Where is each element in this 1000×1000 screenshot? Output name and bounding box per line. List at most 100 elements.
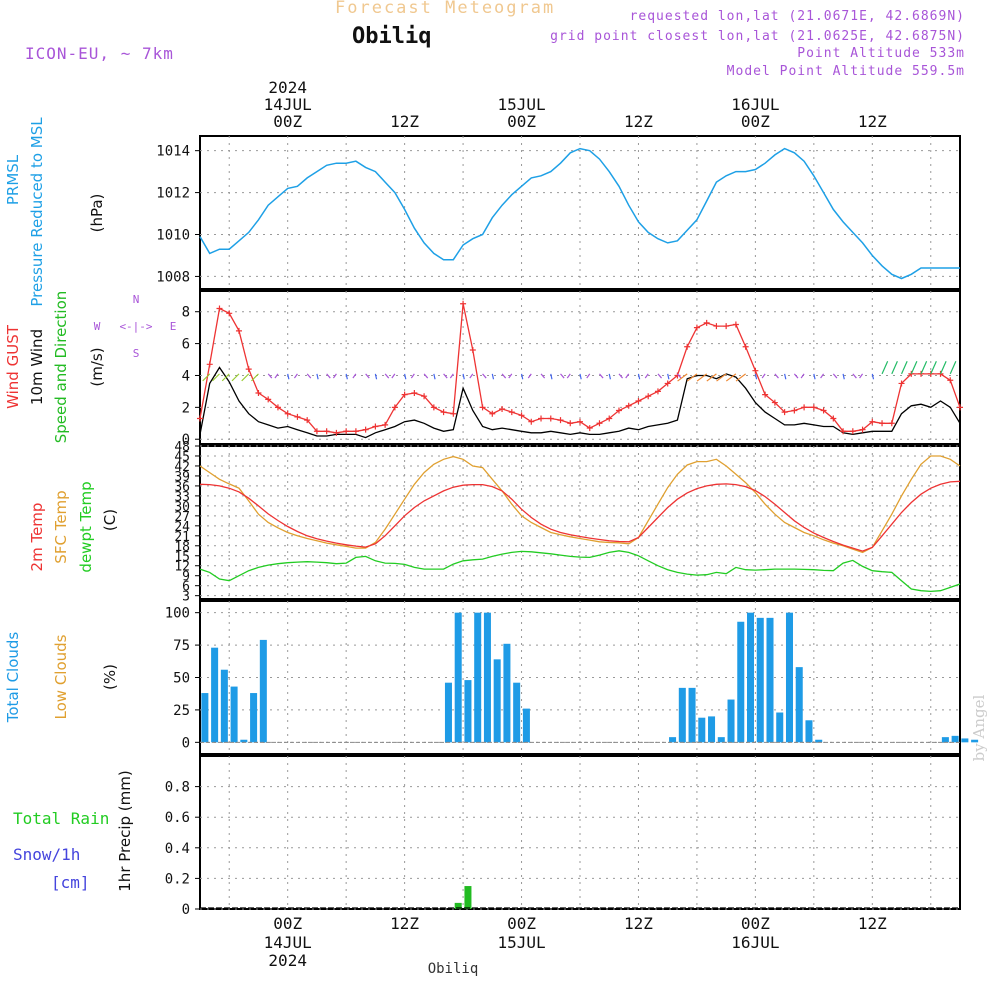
cloud-bar xyxy=(785,612,793,743)
top-hour-label: 12Z xyxy=(858,112,887,131)
bottom-hour-label: 12Z xyxy=(390,914,419,933)
cloud-bar xyxy=(951,735,959,743)
gust-marker xyxy=(791,407,798,414)
ytick-label-clouds: 25 xyxy=(173,703,190,719)
wind-direction-arrow xyxy=(316,373,319,380)
wind-label-10m: 10m Wind xyxy=(28,329,46,405)
gust-marker xyxy=(352,428,359,435)
cloud-bar xyxy=(250,693,258,743)
gust-marker xyxy=(528,418,535,425)
point-altitude: Point Altitude 533m xyxy=(797,46,965,61)
cloud-bar xyxy=(961,738,969,743)
wind-direction-arrow xyxy=(813,373,816,380)
temp-label-2m: 2m Temp xyxy=(28,503,46,572)
wind-direction-arrow xyxy=(212,373,220,382)
cloud-bar xyxy=(708,716,716,743)
gust-marker xyxy=(957,404,963,411)
gust-marker xyxy=(703,319,710,326)
wind-direction-arrow xyxy=(832,373,838,379)
cloud-bar xyxy=(211,647,219,743)
wind-direction-arrow xyxy=(920,361,928,375)
gust-marker xyxy=(586,425,593,432)
pressure-label-prmsl: PRMSL xyxy=(4,154,22,205)
gust-marker xyxy=(654,388,661,395)
rain-bar xyxy=(454,902,462,909)
top-hour-label: 00Z xyxy=(741,112,770,131)
cloud-bar xyxy=(230,686,238,743)
cloud-label-low: Low Clouds xyxy=(52,634,70,719)
wind-direction-arrow xyxy=(625,373,630,379)
wind-label-direction: Speed and Direction xyxy=(52,291,70,444)
wind-direction-arrow xyxy=(930,361,937,375)
top-hour-label: 12Z xyxy=(390,112,419,131)
gust-marker xyxy=(577,418,583,425)
compass-n: N xyxy=(133,293,140,306)
gust-marker xyxy=(372,423,379,430)
bottom-date-label: 15JUL xyxy=(497,933,545,952)
wind-direction-arrow xyxy=(859,373,864,379)
wind-direction-arrow xyxy=(881,361,889,375)
ytick-label-pressure: 1008 xyxy=(156,269,190,285)
wind-direction-arrow xyxy=(676,373,682,379)
ytick-label-temperature: 36 xyxy=(174,480,190,495)
gust-marker xyxy=(547,415,554,422)
model-altitude: Model Point Altitude 559.5m xyxy=(726,64,965,79)
gust-marker xyxy=(625,402,632,409)
wind-direction-arrow xyxy=(637,373,641,380)
ytick-label-temperature: 24 xyxy=(174,520,190,535)
gust-marker xyxy=(606,415,613,422)
bottom-year-label: 2024 xyxy=(268,951,307,970)
requested-coords: requested lon,lat (21.0671E, 42.6869N) xyxy=(629,9,965,24)
wind-direction-arrow xyxy=(820,373,825,379)
cloud-bar xyxy=(483,612,491,743)
gust-marker xyxy=(771,399,778,406)
wind-direction-arrow xyxy=(491,373,495,380)
temp-label-dewpt: dewpt Temp xyxy=(77,481,95,572)
grid-coords: grid point closest lon,lat (21.0625E, 42… xyxy=(550,29,965,44)
gust-marker xyxy=(508,409,515,416)
bottom-hour-label: 00Z xyxy=(273,914,302,933)
wind-direction-arrow xyxy=(644,373,649,379)
gust-marker xyxy=(801,404,808,411)
precip-label-unit: 1hr Precip (mm) xyxy=(116,770,134,891)
cloud-bar xyxy=(454,612,462,743)
footer-station: Obiliq xyxy=(428,961,479,977)
cloud-bar xyxy=(815,739,823,743)
compass-w: W xyxy=(94,320,101,333)
wind-direction-arrow xyxy=(566,373,571,379)
gust-marker xyxy=(810,404,817,411)
gust-marker xyxy=(469,346,476,353)
gust-marker xyxy=(226,310,233,317)
cloud-label-unit: (%) xyxy=(101,664,119,690)
wind-direction-arrow xyxy=(384,373,390,379)
ytick-label-temperature: 45 xyxy=(174,450,190,465)
wind-direction-arrow xyxy=(560,373,565,379)
ytick-label-pressure: 1014 xyxy=(156,144,190,160)
gust-marker xyxy=(206,361,213,368)
wind-direction-arrow xyxy=(410,373,415,379)
gust-marker xyxy=(430,404,437,411)
gust-marker xyxy=(362,426,369,433)
gust-marker xyxy=(197,415,203,422)
cloud-bar xyxy=(756,617,764,743)
compass-center: <-|-> xyxy=(119,320,152,333)
wind-direction-arrow xyxy=(482,373,487,379)
wind-direction-arrow xyxy=(725,373,737,382)
gust-marker xyxy=(411,390,418,396)
top-date-label: 14JUL xyxy=(264,95,312,114)
ytick-label-temperature: 9 xyxy=(182,570,190,585)
gust-marker xyxy=(869,418,876,425)
wind-direction-arrow xyxy=(404,373,407,380)
wind-label-gust: Wind GUST xyxy=(4,324,22,409)
wind-direction-arrow xyxy=(540,373,546,379)
gust-marker xyxy=(440,409,447,416)
wind-direction-arrow xyxy=(267,373,273,379)
wind-direction-arrow xyxy=(686,373,698,382)
wind-direction-arrow xyxy=(852,373,857,379)
cloud-bar xyxy=(971,739,979,743)
wind-direction-arrow xyxy=(754,373,758,380)
cloud-label-total: Total Clouds xyxy=(4,632,22,724)
sfc-temp-line xyxy=(199,455,961,554)
cloud-bar xyxy=(259,639,267,743)
